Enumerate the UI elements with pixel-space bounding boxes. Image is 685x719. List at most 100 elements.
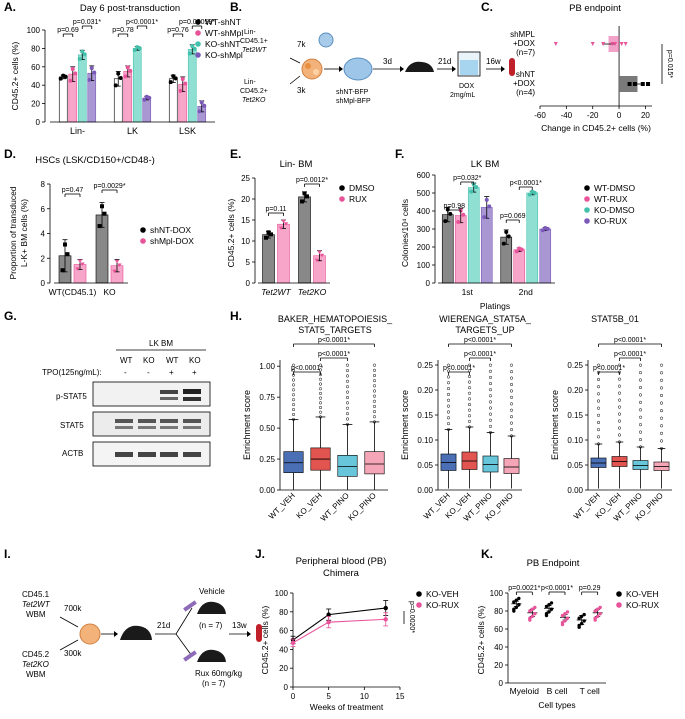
panel-j-y-tick-label: 100 [275, 589, 289, 598]
panel-h-plot-1-outlier [318, 363, 323, 367]
b-lin-ko-2: CD45.2+ [240, 88, 268, 95]
panel-e-point [266, 230, 271, 235]
panel-k-point [577, 616, 581, 620]
b-dox-2: 2mg/mL [450, 92, 475, 99]
panel-h-plot-2-outlier [446, 404, 451, 408]
panel-h-plot-2-outlier [467, 374, 472, 378]
panel-h-plot-2-y-tick-label: 0.00 [417, 486, 433, 495]
i-n2: 300k [64, 649, 82, 658]
panel-a-point [137, 46, 142, 51]
panel-e-legend-label: DMSO [349, 183, 375, 193]
g-tpo-2: - [147, 368, 150, 377]
panel-a-point [118, 76, 123, 81]
panel-j-legend-label: KO-VEH [426, 589, 459, 599]
panel-a-point [168, 80, 173, 85]
panel-f-point [445, 207, 450, 212]
panel-a-point [190, 44, 195, 49]
panel-h-plot-2-outlier [488, 388, 493, 392]
b-lin-ko-3: Tet2KO [242, 97, 266, 104]
panel-h-plot-2-outlier [467, 391, 472, 395]
panel-k-point [579, 614, 584, 619]
panel-f-ylabel: Colonies/10⁴ cells [400, 199, 410, 267]
panel-h-plot-2-outlier [488, 400, 493, 404]
panel-h-plot-3-pvalue: p<0.0001* [593, 365, 625, 372]
panel-h-plot-2-pvalue: p<0.0001* [464, 337, 496, 344]
b-n-wt: 7k [297, 40, 306, 49]
panel-k-point [517, 603, 521, 607]
panel-j-x-tick-label: 5 [326, 692, 331, 701]
b-lin-ko-1: Lin- [244, 79, 256, 86]
panel-c-x-tick-label: 20 [641, 111, 650, 120]
b-w16: 16w [486, 57, 501, 66]
panel-h-plot-3-outlier [596, 377, 601, 382]
panel-k-point [544, 604, 549, 609]
panel-e-point [278, 226, 284, 230]
panel-e-y-tick-label: 5 [246, 258, 251, 267]
panel-h-plot-2-outlier [467, 402, 472, 407]
panel-h-plot-2-ylabel: Enrichment score [400, 390, 410, 460]
panel-h-plot-1-outlier [318, 415, 323, 419]
panel-h-plot-1-x-label: KO_PINO [346, 491, 378, 523]
i-rux-2: (n = 7) [202, 679, 226, 688]
panel-c-category: +DOX [513, 79, 536, 88]
panel-a-point [80, 49, 85, 54]
panel-k-point [547, 610, 551, 614]
panel-h-plot-3-outlier [617, 398, 622, 402]
panel-h-plot-1-outlier [291, 398, 296, 402]
panel-h-plot-3-outlier [617, 440, 622, 444]
panel-j-title-2: Chimera [323, 568, 360, 579]
panel-h-plot-2-outlier [446, 410, 451, 414]
panel-h-plot-3-outlier [617, 363, 622, 367]
panel-h-plot-2-y-tick-label: 0.20 [417, 386, 433, 395]
panel-h-plot-1-title: STAT5_TARGETS [298, 325, 372, 335]
panel-j-ylabel: CD45.2+ cells (%) [260, 605, 270, 674]
panel-f-point [527, 192, 532, 197]
panel-h-plot-1-outlier [345, 390, 350, 394]
panel-f-y-tick-label: 300 [417, 225, 431, 234]
panel-d-point [75, 267, 80, 271]
panel-h-plot-2-outlier [509, 389, 514, 393]
panel-h-plot-1-outlier [291, 412, 296, 417]
i-w13: 13w [232, 621, 247, 630]
panel-h-plot-3-outlier [617, 384, 622, 388]
g-row-pstat5: p-STAT5 [56, 392, 87, 401]
panel-h-plot-2-outlier [509, 408, 514, 412]
panel-f-bar [480, 207, 493, 284]
panel-k-point [530, 607, 535, 611]
panel-h-plot-2-pvalue: p<0.0001* [443, 365, 475, 372]
panel-h-plot-1-x-label: WT_VEH [267, 491, 297, 521]
panel-f-point [474, 185, 479, 190]
panel-h-plot-2-outlier [446, 427, 451, 432]
panel-f-legend-marker [584, 218, 590, 224]
panel-a-y-tick-label: 80 [31, 44, 40, 53]
panel-a-point [87, 77, 92, 82]
panel-a-point [68, 78, 73, 83]
panel-h-plot-2-pvalue: p<0.0001* [464, 351, 496, 358]
panel-h-plot-3-outlier [659, 378, 664, 382]
panel-f-point [519, 247, 524, 252]
panel-c-category: shNT [516, 70, 535, 79]
panel-h-plot-2-outlier [488, 406, 493, 410]
panel-h-plot-1-outlier [372, 363, 377, 367]
panel-h-plot-1-outlier [345, 395, 350, 400]
panel-a-point [142, 97, 147, 102]
panel-h-plot-1-outlier [318, 391, 323, 395]
panel-f-pvalue: p<0.0001* [510, 180, 542, 187]
panel-a-point [58, 76, 63, 81]
panel-f-legend-label: WT-RUX [594, 194, 628, 204]
panel-h-plot-2-outlier [467, 363, 472, 367]
panel-f-point [443, 219, 448, 224]
panel-h-plot-2-outlier [509, 370, 514, 374]
panel-h-plot-1-outlier [345, 385, 350, 389]
panel-a-pvalue: p=0.031* [73, 19, 101, 26]
panel-c-point [632, 82, 637, 86]
panel-a-point [192, 46, 197, 51]
panel-h-plot-1-outlier [345, 379, 350, 383]
i-mouse-vehicle [197, 601, 226, 614]
panel-k-point [579, 621, 584, 626]
panel-e-title: Lin- BM [280, 159, 313, 170]
panel-j-pvalue: p=0.0020* [408, 601, 415, 633]
b-lin-wt-1: Lin- [244, 29, 256, 36]
panel-h-plot-3-outlier [596, 420, 601, 425]
panel-j-line-ko-veh [292, 607, 386, 641]
